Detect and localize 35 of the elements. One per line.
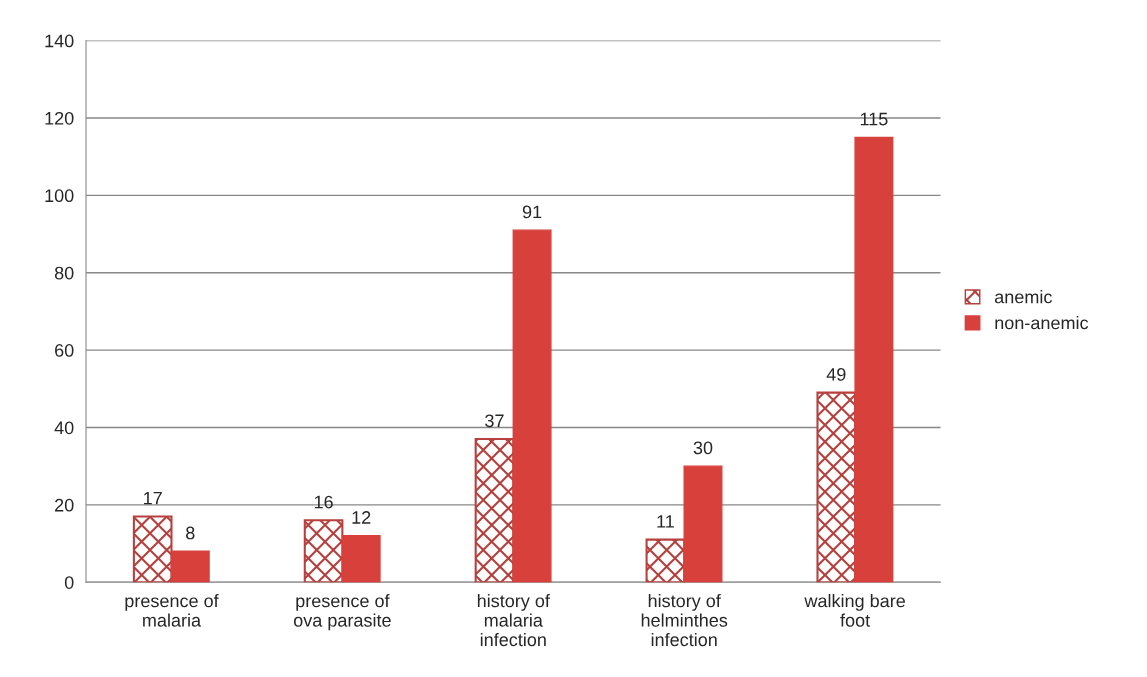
bar	[854, 136, 894, 583]
x-tick-label: history of helminthes infection	[641, 594, 728, 647]
data-label: 11	[657, 515, 674, 528]
x-tick-label: history of malaria infection	[477, 594, 550, 647]
y-tick-label: 0	[64, 576, 74, 589]
y-tick-label: 40	[54, 421, 74, 435]
x-tick-label: walking bare foot	[804, 594, 905, 627]
bar	[683, 465, 723, 583]
bar	[645, 538, 686, 583]
legend-label: non-anemic	[995, 316, 1089, 330]
legend-label: anemic	[994, 290, 1052, 304]
data-label: 91	[522, 205, 542, 219]
x-tick-label: presence of ova parasite	[293, 594, 391, 631]
data-label: 12	[352, 511, 371, 524]
bar	[170, 550, 210, 583]
data-label: 8	[186, 526, 195, 540]
y-tick-label: 80	[54, 266, 74, 280]
bar	[512, 229, 552, 583]
data-label: 37	[485, 414, 504, 428]
data-label: 16	[314, 495, 333, 509]
data-label: 17	[144, 491, 162, 505]
data-label: 30	[693, 441, 713, 455]
y-tick-label: 20	[55, 498, 74, 512]
y-tick-label: 100	[45, 189, 74, 203]
x-tick-label: presence of malaria	[125, 594, 219, 627]
bar	[341, 535, 381, 583]
data-label: 49	[826, 367, 846, 381]
bar	[474, 438, 515, 583]
y-tick-label: 60	[55, 344, 74, 357]
bar	[816, 391, 857, 583]
data-label: 115	[860, 112, 888, 126]
y-tick-label: 120	[45, 111, 74, 125]
bar	[303, 519, 344, 583]
bar	[132, 515, 173, 583]
y-tick-label: 140	[45, 34, 74, 48]
